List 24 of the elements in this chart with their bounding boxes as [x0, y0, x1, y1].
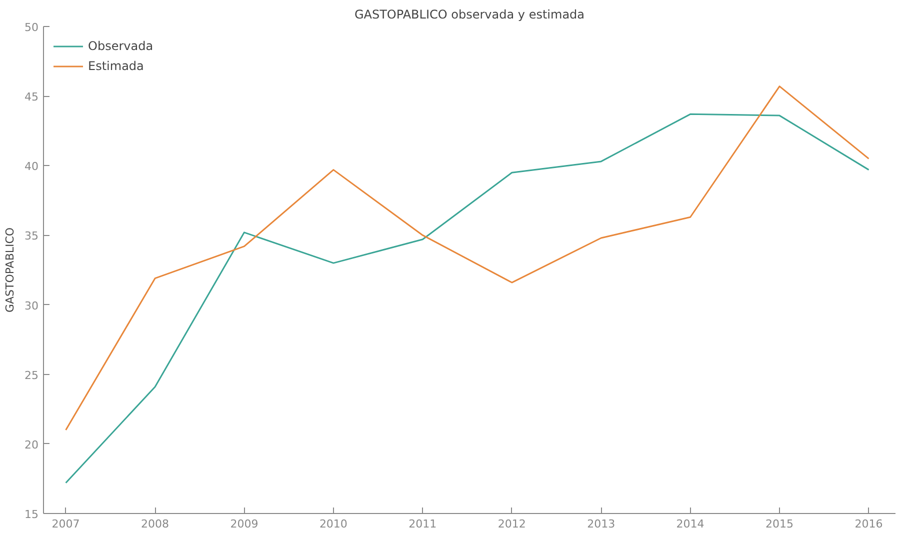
x-tick-label: 2014	[676, 518, 704, 530]
y-tick-label: 15	[24, 508, 39, 521]
y-tick-label: 30	[24, 299, 39, 312]
y-tick-label: 25	[24, 368, 39, 382]
y-tick-label: 40	[24, 160, 39, 174]
x-tick-label: 2016	[854, 518, 883, 530]
x-tick-label: 2012	[498, 518, 526, 530]
x-tick-label: 2008	[141, 518, 170, 530]
y-tick-label: 45	[24, 90, 39, 104]
x-tick-label: 2010	[319, 518, 348, 530]
legend-label: Estimada	[88, 59, 144, 73]
chart-title: GASTOPABLICO observada y estimada	[354, 8, 585, 22]
x-tick-label: 2009	[230, 518, 258, 530]
line-series	[65, 113, 870, 484]
x-tick-label: 2011	[408, 518, 437, 530]
line-series	[65, 86, 870, 431]
x-tick-label: 2007	[52, 518, 80, 530]
x-tick-label: 2015	[766, 518, 794, 530]
legend-label: Observada	[88, 39, 154, 53]
y-tick-label: 20	[24, 438, 39, 452]
x-tick-label: 2013	[587, 518, 616, 530]
y-tick-label: 50	[24, 21, 39, 34]
y-axis-title: GASTOPABLICO	[4, 227, 17, 313]
y-tick-label: 35	[24, 230, 39, 243]
